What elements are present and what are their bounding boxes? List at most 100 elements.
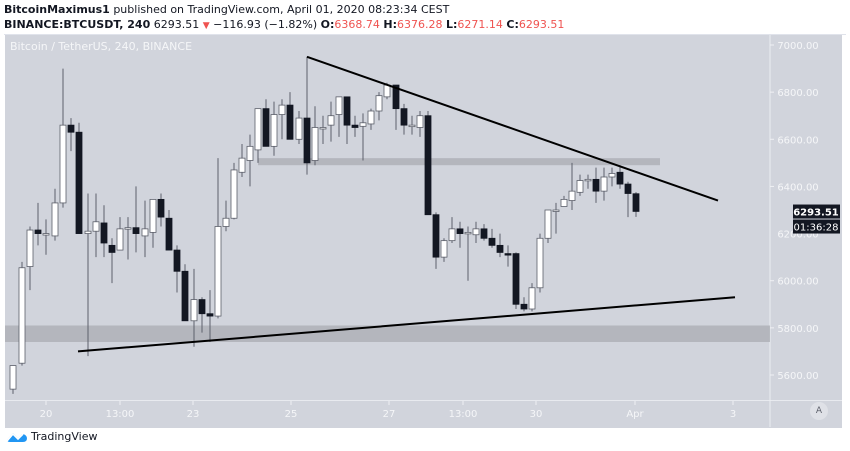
candle (230, 162, 238, 220)
countdown-tag (793, 219, 840, 234)
time-tick-label: Apr (626, 409, 644, 420)
candle (286, 92, 294, 140)
candle (456, 221, 464, 248)
candle (149, 198, 157, 248)
candle (392, 84, 400, 130)
candle (303, 56, 311, 175)
candle (311, 106, 319, 166)
header-divider (4, 34, 846, 35)
candle (520, 297, 528, 312)
candle (488, 228, 496, 248)
tradingview-brand[interactable]: TradingView (6, 429, 97, 443)
candle (190, 268, 198, 347)
down-arrow-icon: ▼ (202, 21, 210, 31)
price-tick-label: 6000.00 (777, 277, 818, 288)
price-tick-label: 7000.00 (777, 41, 818, 52)
candle (181, 264, 189, 322)
time-axis[interactable] (5, 400, 842, 428)
candle (75, 122, 83, 234)
time-tick-label: 3 (730, 409, 736, 420)
candle (512, 252, 520, 309)
candle (375, 92, 383, 121)
price-tick-label: 6400.00 (777, 182, 818, 193)
candle (214, 158, 222, 319)
price-tick-label: 5800.00 (777, 324, 818, 335)
countdown-tag-label: 01:36:28 (794, 223, 839, 234)
candle (367, 108, 375, 130)
auto-scale-button[interactable]: A (810, 402, 828, 420)
candle (262, 99, 270, 147)
quote-line: BINANCE:BTCUSDT, 240 6293.51 ▼ −116.93 (… (4, 17, 564, 34)
candle (576, 174, 584, 196)
author-name[interactable]: BitcoinMaximus1 (4, 3, 110, 16)
close-label: C: (506, 18, 519, 31)
candle (222, 200, 230, 232)
price-tick-label: 6600.00 (777, 135, 818, 146)
time-tick-label: 27 (383, 409, 396, 420)
candle (480, 224, 488, 241)
time-tick-label: 23 (187, 409, 200, 420)
trendline[interactable] (77, 296, 736, 353)
candle (335, 96, 343, 137)
high-value: 6376.28 (396, 18, 443, 31)
candle (165, 210, 173, 251)
candle (544, 209, 552, 243)
low-value: 6271.14 (457, 18, 503, 31)
candle (472, 221, 480, 243)
candle (416, 111, 424, 137)
time-tick-label: 13:00 (449, 409, 478, 420)
price-tick-label: 6800.00 (777, 88, 818, 99)
candle (624, 181, 632, 218)
candle (327, 101, 335, 142)
candle (26, 226, 34, 291)
candle (254, 108, 262, 163)
brand-name: TradingView (31, 429, 98, 443)
candle (400, 103, 408, 135)
candle (173, 245, 181, 293)
candle (278, 99, 286, 140)
candle (560, 195, 568, 207)
last-price-tag-label: 6293.51 (793, 208, 839, 219)
support-resistance-zone[interactable] (5, 325, 770, 343)
candle (343, 96, 351, 144)
high-label: H: (383, 18, 397, 31)
candle (238, 144, 246, 177)
candle (584, 174, 592, 189)
candle (568, 162, 576, 210)
time-tick-label: 13:00 (106, 409, 135, 420)
last-price: 6293.51 (153, 18, 200, 31)
time-tick-label: 30 (530, 409, 543, 420)
published-text: published on TradingView.com, April 01, … (109, 3, 450, 16)
candle (359, 113, 367, 161)
candle (18, 261, 26, 366)
candle (351, 115, 359, 137)
symbol-label: BINANCE:BTCUSDT, 240 (4, 18, 151, 31)
close-value: 6293.51 (518, 18, 565, 31)
candle (42, 219, 50, 255)
last-price-tag (793, 204, 840, 219)
candle (84, 193, 92, 357)
candle (108, 238, 116, 284)
candle (157, 193, 165, 227)
candle (504, 245, 512, 267)
candle (59, 68, 67, 208)
candle (536, 233, 544, 293)
price-tick-label: 5600.00 (777, 371, 818, 382)
candle (67, 118, 75, 152)
candle (9, 365, 17, 394)
candle (198, 297, 206, 333)
candle (92, 193, 100, 258)
candle (552, 202, 560, 234)
open-value: 6368.74 (334, 18, 380, 31)
trendline[interactable] (306, 55, 719, 202)
candle (116, 217, 124, 251)
support-resistance-zone[interactable] (258, 158, 660, 166)
candle (616, 165, 624, 189)
candle (295, 111, 303, 144)
candle (206, 290, 214, 342)
candle (34, 202, 42, 246)
candle (496, 233, 504, 258)
low-label: L: (445, 18, 458, 31)
publish-header: BitcoinMaximus1 published on TradingView… (4, 2, 564, 34)
candle (124, 217, 132, 260)
